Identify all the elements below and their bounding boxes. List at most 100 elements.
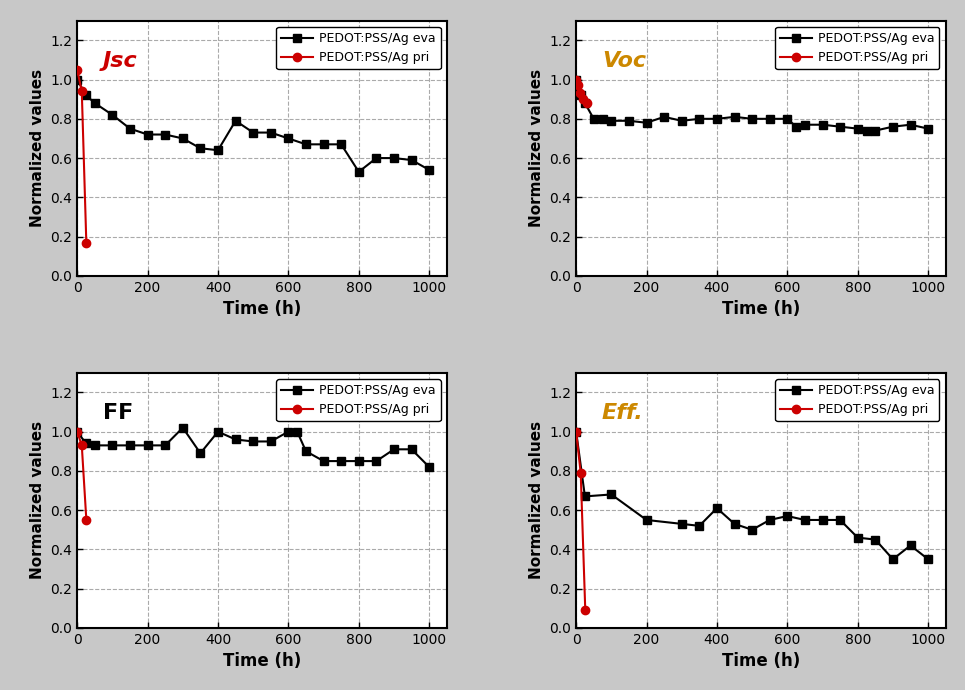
PEDOT:PSS/Ag eva xyxy=(89,441,100,449)
PEDOT:PSS/Ag eva xyxy=(676,117,687,125)
PEDOT:PSS/Ag eva xyxy=(782,115,793,123)
PEDOT:PSS/Ag eva xyxy=(106,441,118,449)
PEDOT:PSS/Ag eva xyxy=(177,135,188,143)
PEDOT:PSS/Ag eva xyxy=(212,428,224,436)
X-axis label: Time (h): Time (h) xyxy=(722,652,800,670)
PEDOT:PSS/Ag eva xyxy=(799,516,811,524)
PEDOT:PSS/Ag eva xyxy=(300,140,312,148)
PEDOT:PSS/Ag pri xyxy=(76,441,88,449)
PEDOT:PSS/Ag pri xyxy=(80,516,92,524)
PEDOT:PSS/Ag eva xyxy=(406,156,418,164)
PEDOT:PSS/Ag eva xyxy=(71,75,83,83)
PEDOT:PSS/Ag eva xyxy=(195,449,207,457)
Legend: PEDOT:PSS/Ag eva, PEDOT:PSS/Ag pri: PEDOT:PSS/Ag eva, PEDOT:PSS/Ag pri xyxy=(775,379,940,422)
PEDOT:PSS/Ag eva xyxy=(317,457,329,465)
PEDOT:PSS/Ag eva xyxy=(177,424,188,432)
PEDOT:PSS/Ag eva xyxy=(388,445,400,453)
PEDOT:PSS/Ag eva xyxy=(861,126,872,135)
PEDOT:PSS/Ag eva xyxy=(247,128,259,137)
X-axis label: Time (h): Time (h) xyxy=(722,300,800,318)
PEDOT:PSS/Ag pri xyxy=(581,99,593,107)
PEDOT:PSS/Ag pri xyxy=(80,239,92,248)
PEDOT:PSS/Ag eva xyxy=(371,154,382,162)
PEDOT:PSS/Ag eva xyxy=(575,91,587,99)
PEDOT:PSS/Ag pri xyxy=(574,89,586,97)
PEDOT:PSS/Ag eva xyxy=(406,445,418,453)
PEDOT:PSS/Ag eva xyxy=(852,533,864,542)
PEDOT:PSS/Ag eva xyxy=(265,437,277,446)
PEDOT:PSS/Ag eva xyxy=(247,437,259,446)
PEDOT:PSS/Ag eva xyxy=(80,91,92,99)
Legend: PEDOT:PSS/Ag eva, PEDOT:PSS/Ag pri: PEDOT:PSS/Ag eva, PEDOT:PSS/Ag pri xyxy=(276,379,441,422)
PEDOT:PSS/Ag eva xyxy=(835,123,846,131)
PEDOT:PSS/Ag eva xyxy=(764,516,776,524)
Line: PEDOT:PSS/Ag eva: PEDOT:PSS/Ag eva xyxy=(572,428,932,563)
PEDOT:PSS/Ag eva xyxy=(424,463,435,471)
X-axis label: Time (h): Time (h) xyxy=(223,300,301,318)
PEDOT:PSS/Ag eva xyxy=(852,124,864,132)
PEDOT:PSS/Ag eva xyxy=(790,123,802,131)
PEDOT:PSS/Ag pri xyxy=(575,469,587,477)
PEDOT:PSS/Ag eva xyxy=(816,516,828,524)
PEDOT:PSS/Ag eva xyxy=(782,512,793,520)
PEDOT:PSS/Ag eva xyxy=(835,516,846,524)
PEDOT:PSS/Ag eva xyxy=(869,126,881,135)
Text: Jsc: Jsc xyxy=(103,51,138,71)
X-axis label: Time (h): Time (h) xyxy=(223,652,301,670)
PEDOT:PSS/Ag eva xyxy=(641,516,652,524)
PEDOT:PSS/Ag eva xyxy=(923,555,934,563)
PEDOT:PSS/Ag eva xyxy=(746,115,758,123)
PEDOT:PSS/Ag eva xyxy=(89,99,100,107)
PEDOT:PSS/Ag eva xyxy=(923,124,934,132)
PEDOT:PSS/Ag eva xyxy=(816,121,828,129)
PEDOT:PSS/Ag eva xyxy=(605,491,617,499)
PEDOT:PSS/Ag eva xyxy=(195,144,207,152)
Text: Voc: Voc xyxy=(602,51,647,71)
Line: PEDOT:PSS/Ag pri: PEDOT:PSS/Ag pri xyxy=(73,66,91,248)
PEDOT:PSS/Ag eva xyxy=(283,428,294,436)
PEDOT:PSS/Ag eva xyxy=(142,441,153,449)
PEDOT:PSS/Ag eva xyxy=(729,112,740,121)
PEDOT:PSS/Ag eva xyxy=(159,130,171,139)
PEDOT:PSS/Ag eva xyxy=(265,128,277,137)
PEDOT:PSS/Ag pri xyxy=(572,81,584,90)
PEDOT:PSS/Ag eva xyxy=(291,428,303,436)
PEDOT:PSS/Ag eva xyxy=(676,520,687,528)
PEDOT:PSS/Ag eva xyxy=(80,440,92,448)
Text: FF: FF xyxy=(103,404,133,424)
PEDOT:PSS/Ag eva xyxy=(711,504,723,513)
Line: PEDOT:PSS/Ag pri: PEDOT:PSS/Ag pri xyxy=(73,428,91,524)
PEDOT:PSS/Ag eva xyxy=(159,441,171,449)
PEDOT:PSS/Ag eva xyxy=(353,168,365,176)
Y-axis label: Normalized values: Normalized values xyxy=(529,422,543,580)
PEDOT:PSS/Ag eva xyxy=(371,457,382,465)
PEDOT:PSS/Ag pri xyxy=(577,95,589,104)
PEDOT:PSS/Ag eva xyxy=(300,447,312,455)
PEDOT:PSS/Ag pri xyxy=(570,75,582,83)
PEDOT:PSS/Ag eva xyxy=(658,112,670,121)
Line: PEDOT:PSS/Ag pri: PEDOT:PSS/Ag pri xyxy=(572,75,591,107)
Y-axis label: Normalized values: Normalized values xyxy=(30,69,44,227)
PEDOT:PSS/Ag eva xyxy=(124,124,136,132)
PEDOT:PSS/Ag eva xyxy=(764,115,776,123)
PEDOT:PSS/Ag eva xyxy=(887,555,898,563)
PEDOT:PSS/Ag eva xyxy=(799,121,811,129)
PEDOT:PSS/Ag eva xyxy=(353,457,365,465)
PEDOT:PSS/Ag eva xyxy=(905,121,917,129)
PEDOT:PSS/Ag eva xyxy=(596,115,608,123)
PEDOT:PSS/Ag eva xyxy=(336,457,347,465)
PEDOT:PSS/Ag eva xyxy=(106,111,118,119)
Y-axis label: Normalized values: Normalized values xyxy=(30,422,44,580)
Line: PEDOT:PSS/Ag pri: PEDOT:PSS/Ag pri xyxy=(572,428,590,614)
PEDOT:PSS/Ag eva xyxy=(71,428,83,436)
PEDOT:PSS/Ag eva xyxy=(212,146,224,155)
Line: PEDOT:PSS/Ag eva: PEDOT:PSS/Ag eva xyxy=(73,75,433,176)
PEDOT:PSS/Ag eva xyxy=(283,135,294,143)
PEDOT:PSS/Ag eva xyxy=(388,154,400,162)
PEDOT:PSS/Ag eva xyxy=(579,492,591,500)
PEDOT:PSS/Ag eva xyxy=(605,117,617,125)
PEDOT:PSS/Ag eva xyxy=(887,123,898,131)
PEDOT:PSS/Ag eva xyxy=(746,526,758,534)
Y-axis label: Normalized values: Normalized values xyxy=(529,69,543,227)
Legend: PEDOT:PSS/Ag eva, PEDOT:PSS/Ag pri: PEDOT:PSS/Ag eva, PEDOT:PSS/Ag pri xyxy=(276,27,441,69)
